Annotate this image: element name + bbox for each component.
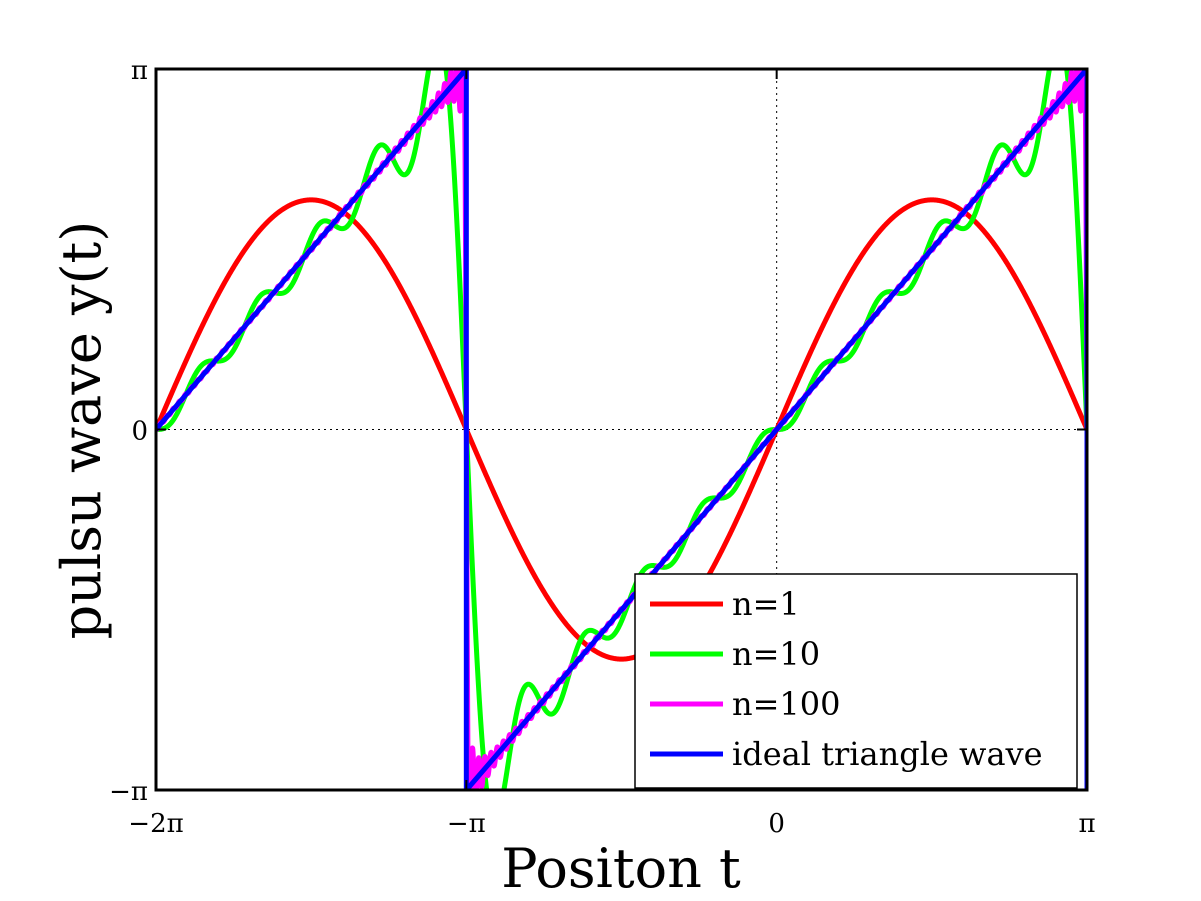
series-lines (156, 69, 1087, 790)
series-line-ideal-triangle-wave (156, 69, 1087, 790)
y-tick-label: −π (109, 777, 148, 807)
legend-entry-label: n=100 (732, 685, 841, 723)
x-axis-label: Positon t (501, 837, 741, 900)
legend: n=1 n=10 n=100 ideal triangle wave (634, 573, 1078, 789)
x-tick-label: −2π (128, 809, 183, 839)
x-tick-label: −π (447, 809, 486, 839)
legend-entry-label: n=1 (732, 585, 800, 623)
legend-entry-label: n=10 (732, 635, 820, 673)
x-tick-label: π (1078, 809, 1095, 839)
series-line-n-1 (156, 197, 1087, 662)
legend-entry-label: ideal triangle wave (732, 735, 1043, 773)
series-line-n-10 (156, 69, 1087, 790)
y-tick-label: π (131, 56, 148, 86)
y-axis-label: pulsu wave y(t) (50, 221, 113, 640)
axis-ticks: −2π −π 0 π−π0π (109, 56, 1095, 839)
y-tick-label: 0 (131, 417, 148, 447)
x-tick-label: 0 (768, 809, 785, 839)
